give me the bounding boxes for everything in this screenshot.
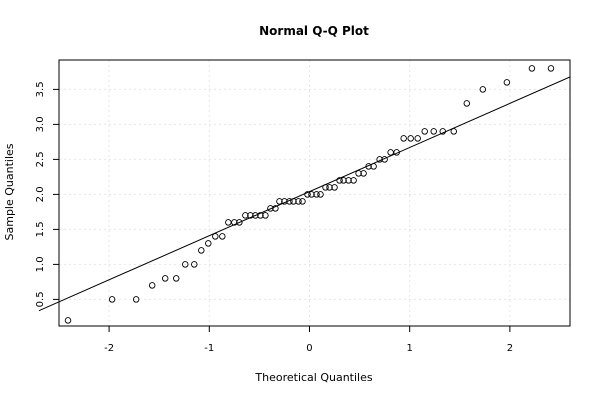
y-axis: 0.5 1.0 1.5 2.0 2.5 3.0 3.5 — [35, 81, 59, 307]
x-tick-label: 1 — [406, 343, 412, 354]
data-point — [393, 149, 400, 156]
y-tick-label: 2.5 — [35, 151, 46, 167]
x-axis-label: Theoretical Quantiles — [254, 371, 372, 384]
data-point — [290, 198, 297, 205]
data-point — [414, 135, 421, 142]
data-point — [172, 275, 180, 282]
data-point — [345, 177, 352, 184]
data-point — [252, 212, 259, 219]
data-point — [236, 219, 243, 226]
y-tick-label: 1.0 — [35, 256, 46, 272]
data-point — [407, 135, 414, 142]
data-point — [295, 198, 302, 205]
data-point — [421, 128, 428, 135]
data-point — [439, 128, 447, 135]
data-point — [132, 296, 140, 303]
data-point — [450, 128, 458, 135]
data-point — [503, 79, 511, 86]
data-point — [247, 212, 254, 219]
data-point — [387, 149, 394, 156]
x-tick-label: -1 — [204, 343, 214, 354]
data-point — [262, 212, 269, 219]
data-point — [272, 205, 279, 212]
data-point — [205, 240, 212, 247]
data-point — [547, 65, 555, 72]
data-point — [281, 198, 288, 205]
data-point — [331, 184, 338, 191]
data-point — [322, 184, 329, 191]
data-point — [299, 198, 306, 205]
data-point — [479, 86, 487, 93]
data-point — [336, 177, 343, 184]
data-point — [212, 233, 219, 240]
x-tick-label: 2 — [507, 343, 513, 354]
y-tick-label: 0.5 — [35, 291, 46, 307]
data-point — [198, 247, 205, 254]
data-point — [225, 219, 232, 226]
data-point — [64, 317, 72, 324]
data-point — [231, 219, 238, 226]
data-point — [313, 191, 320, 198]
data-point — [365, 163, 372, 170]
plot-frame — [58, 59, 571, 327]
data-point — [257, 212, 264, 219]
x-tick-label: -2 — [104, 343, 114, 354]
data-point — [370, 163, 377, 170]
data-point — [340, 177, 347, 184]
data-point — [360, 170, 367, 177]
data-point — [108, 296, 116, 303]
data-point — [161, 275, 169, 282]
y-tick-label: 2.0 — [35, 186, 46, 202]
data-point — [381, 156, 388, 163]
reference-line — [38, 76, 570, 312]
data-point — [304, 191, 311, 198]
x-tick-label: 0 — [306, 343, 312, 354]
data-point — [308, 191, 315, 198]
data-point — [242, 212, 249, 219]
data-point — [355, 170, 362, 177]
data-point — [267, 205, 274, 212]
data-point — [326, 184, 333, 191]
data-point — [350, 177, 357, 184]
y-axis-label: Sample Quantiles — [3, 143, 16, 240]
data-point — [276, 198, 283, 205]
data-point — [191, 261, 198, 268]
y-tick-label: 1.5 — [35, 221, 46, 237]
chart-title: Normal Q-Q Plot — [259, 24, 369, 38]
data-points — [64, 65, 555, 324]
data-point — [181, 261, 189, 268]
data-point — [148, 282, 156, 289]
data-point — [286, 198, 293, 205]
data-point — [528, 65, 536, 72]
data-point — [430, 128, 437, 135]
y-tick-label: 3.5 — [35, 81, 46, 97]
data-point — [400, 135, 407, 142]
y-tick-label: 3.0 — [35, 116, 46, 132]
data-point — [317, 191, 324, 198]
data-point — [376, 156, 383, 163]
data-point — [219, 233, 226, 240]
data-point — [463, 100, 471, 107]
x-axis: -2 -1 0 1 2 — [104, 326, 513, 354]
